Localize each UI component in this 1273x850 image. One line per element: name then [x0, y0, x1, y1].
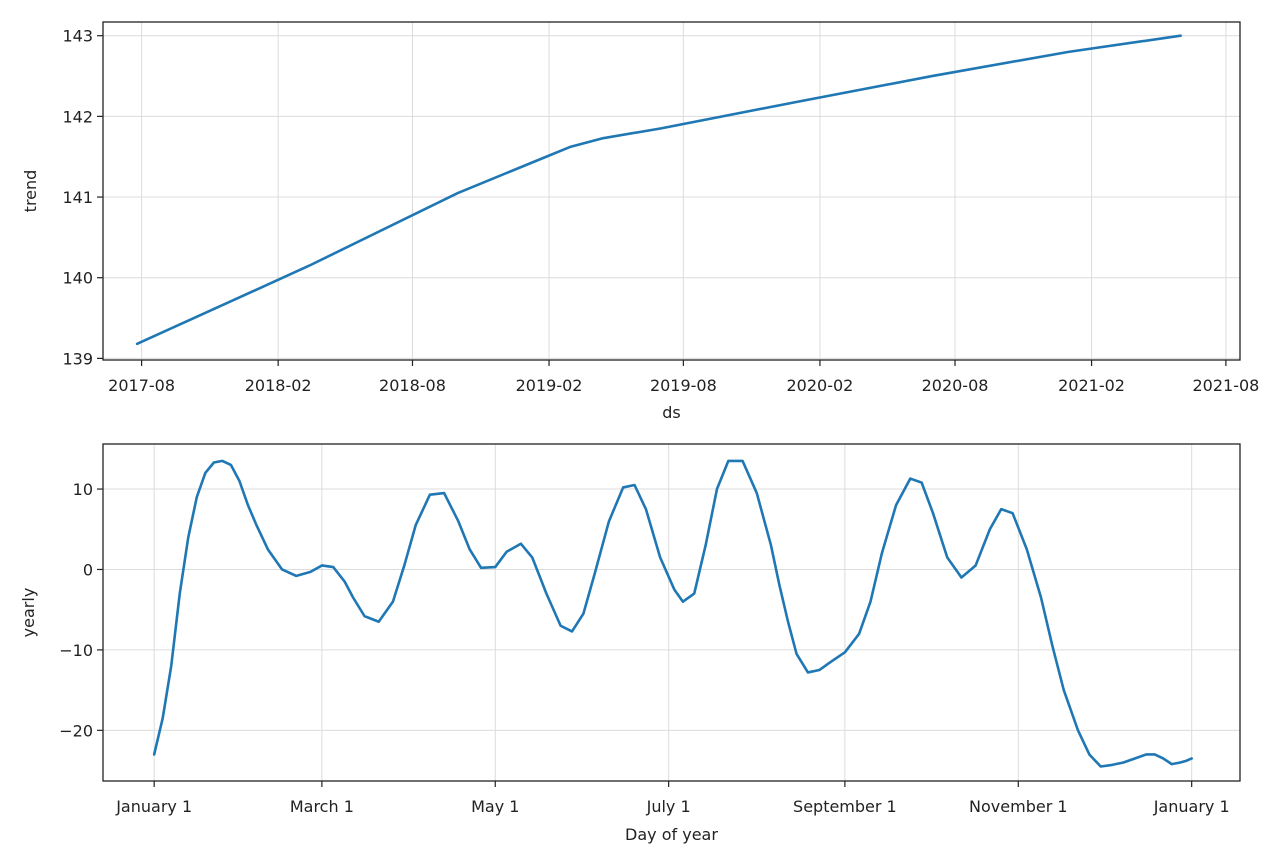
x-axis-title: ds — [662, 403, 681, 422]
x-tick-label: May 1 — [471, 797, 519, 816]
x-tick-label: March 1 — [290, 797, 354, 816]
x-axis-title: Day of year — [625, 825, 718, 844]
x-tick-label: 2019-02 — [516, 376, 583, 395]
y-tick-label: 141 — [62, 188, 93, 207]
x-tick-label: November 1 — [969, 797, 1068, 816]
plot-frame — [102, 21, 1241, 361]
plot-frame — [102, 443, 1241, 782]
series-line — [135, 34, 1182, 346]
x-tick-label: 2017-08 — [108, 376, 175, 395]
yearly-panel: January 1 March 1 May 1 July 1 September 1 No… — [19, 443, 1241, 844]
x-tick-label: 2019-08 — [650, 376, 717, 395]
y-axis-title: trend — [21, 170, 40, 213]
y-tick-label: 142 — [62, 107, 93, 126]
x-tick-label: 2020-02 — [787, 376, 854, 395]
x-tick-label: January 1 — [1153, 797, 1230, 816]
x-tick-label: 2018-08 — [379, 376, 446, 395]
x-tick-label: September 1 — [793, 797, 897, 816]
y-tick-label: 0 — [83, 560, 93, 579]
y-tick-label: −20 — [59, 721, 93, 740]
y-tick-label: 143 — [62, 27, 93, 46]
y-tick-label: 139 — [62, 349, 93, 368]
y-tick-label: −10 — [59, 641, 93, 660]
x-tick-label: July 1 — [646, 797, 691, 816]
x-tick-label: January 1 — [115, 797, 192, 816]
y-axis-title: yearly — [19, 588, 38, 638]
x-tick-label: 2021-02 — [1058, 376, 1125, 395]
x-tick-label: 2020-08 — [922, 376, 989, 395]
trend-panel: 2017-08 2018-02 2018-08 2019-02 2019-08 2020-… — [21, 21, 1259, 422]
series-line — [152, 459, 1193, 768]
y-tick-label: 10 — [73, 480, 93, 499]
x-tick-label: 2021-08 — [1192, 376, 1259, 395]
y-tick-label: 140 — [62, 269, 93, 288]
x-tick-label: 2018-02 — [245, 376, 312, 395]
